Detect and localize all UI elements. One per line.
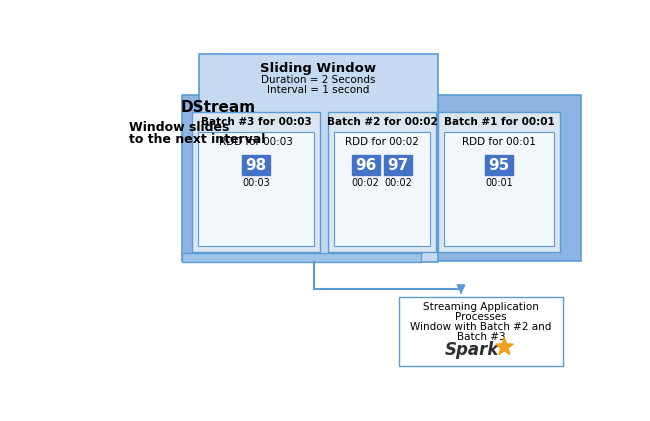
Bar	[328, 112, 436, 252]
Text: 95: 95	[488, 158, 510, 173]
Text: Batch #3 for 00:03: Batch #3 for 00:03	[201, 117, 311, 127]
Bar	[242, 155, 270, 175]
Bar	[485, 155, 513, 175]
Text: 00:03: 00:03	[242, 178, 270, 188]
Bar	[198, 132, 314, 246]
Text: 98: 98	[246, 158, 266, 173]
Text: RDD for 00:01: RDD for 00:01	[462, 137, 536, 147]
Text: Batch #2 for 00:02: Batch #2 for 00:02	[326, 117, 437, 127]
Text: Duration = 2 Seconds: Duration = 2 Seconds	[261, 75, 376, 85]
Text: 00:01: 00:01	[485, 178, 513, 188]
Text: Streaming Application: Streaming Application	[423, 302, 539, 312]
Bar	[182, 95, 581, 261]
Bar	[199, 54, 437, 262]
Text: Window slides: Window slides	[129, 121, 229, 134]
Text: RDD for 00:02: RDD for 00:02	[345, 137, 419, 147]
Text: to the next interval: to the next interval	[129, 133, 266, 147]
Text: Interval = 1 second: Interval = 1 second	[267, 85, 370, 95]
Bar	[384, 155, 412, 175]
Bar	[399, 297, 564, 366]
Text: Sliding Window: Sliding Window	[261, 62, 376, 75]
Text: 96: 96	[355, 158, 376, 173]
Text: RDD for 00:03: RDD for 00:03	[219, 137, 293, 147]
Text: 00:02: 00:02	[352, 178, 380, 188]
Text: Batch #1 for 00:01: Batch #1 for 00:01	[443, 117, 554, 127]
Text: Batch #3: Batch #3	[457, 332, 506, 342]
Text: Spark: Spark	[445, 341, 499, 359]
Bar	[352, 155, 380, 175]
Text: Window with Batch #2 and: Window with Batch #2 and	[410, 322, 552, 332]
Text: Processes: Processes	[456, 312, 507, 322]
Text: 00:02: 00:02	[384, 178, 412, 188]
Text: 97: 97	[387, 158, 409, 173]
Bar	[437, 112, 560, 252]
Polygon shape	[495, 338, 514, 354]
Bar	[348, 95, 581, 261]
Text: DStream: DStream	[181, 100, 256, 115]
Bar	[334, 132, 430, 246]
Bar	[192, 112, 320, 252]
Bar	[444, 132, 554, 246]
Bar	[182, 253, 421, 261]
